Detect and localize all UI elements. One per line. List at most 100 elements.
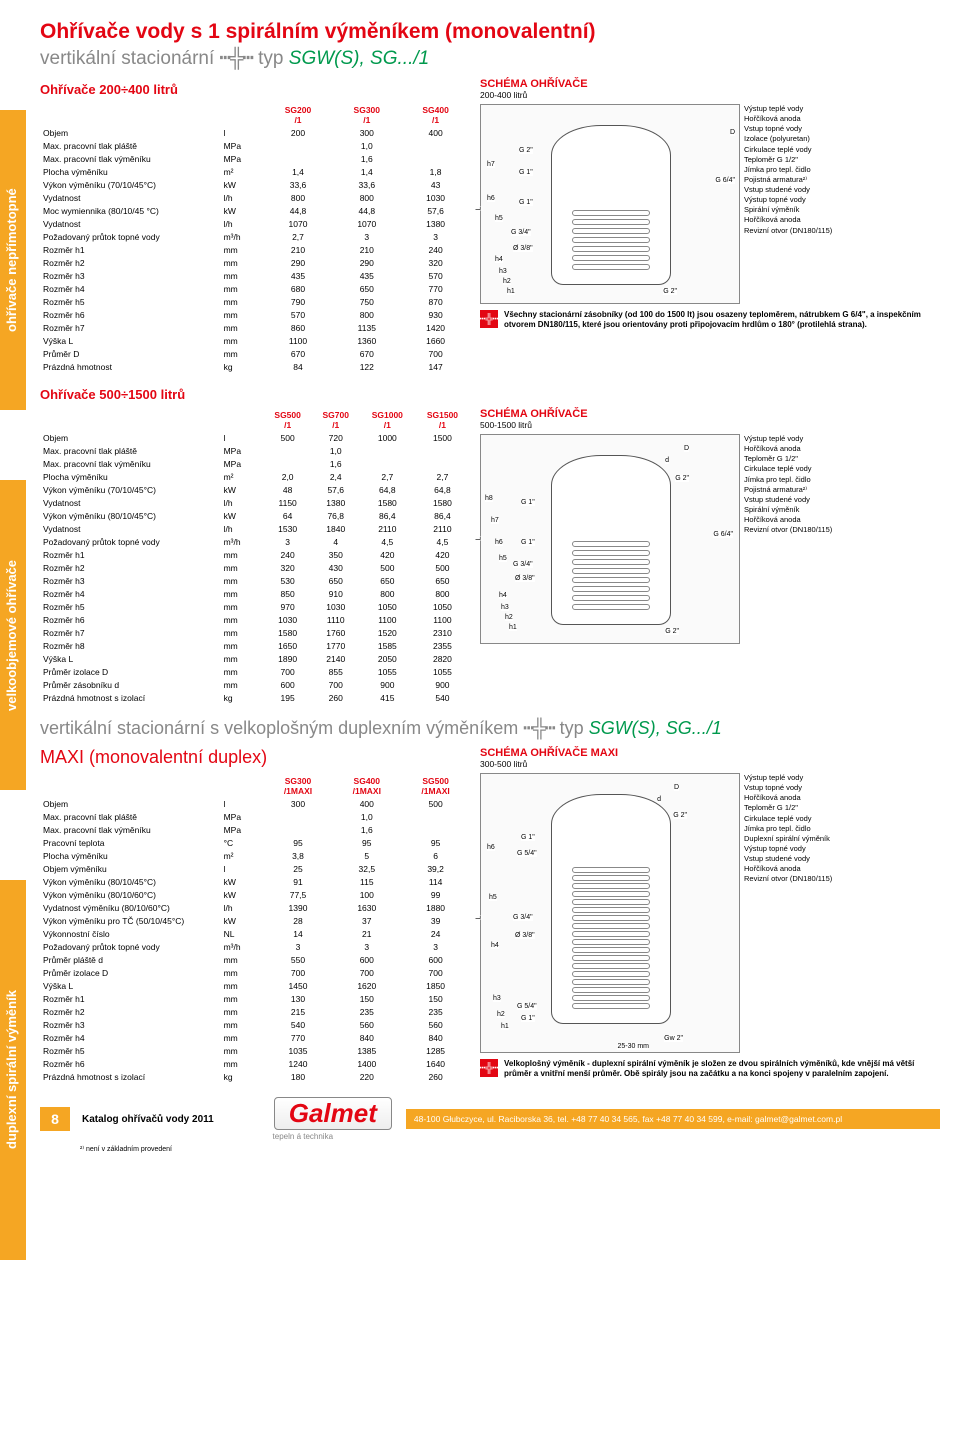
subtitle-tail: , SG.../1 <box>360 48 430 69</box>
schema-label: Vstup studené vody <box>744 185 889 195</box>
schema-label: Hořčíková anoda <box>744 114 889 124</box>
table-cell: Rozměr h5 <box>40 295 221 308</box>
table-cell: 700 <box>401 966 470 979</box>
table-cell: 700 <box>312 678 360 691</box>
table-cell: 1100 <box>415 613 470 626</box>
table-cell: 3,8 <box>264 849 333 862</box>
note-text-1: Všechny stacionární zásobníky (od 100 do… <box>504 310 940 330</box>
table-cell: 1035 <box>264 1044 333 1057</box>
table-cell: Prázdná hmotnost s izolací <box>40 1070 221 1083</box>
page-footer: 8 Katalog ohřívačů vody 2011 Galmet tepe… <box>40 1097 940 1141</box>
col-header: SG1500 /1 <box>415 408 470 431</box>
page-number: 8 <box>40 1107 70 1131</box>
table-cell: Rozměr h2 <box>40 256 221 269</box>
table-cell: 57,6 <box>312 483 360 496</box>
table-row: Max. pracovní tlak pláštěMPa1,0 <box>40 810 470 823</box>
table-cell: Rozměr h4 <box>40 282 221 295</box>
table-cell: 840 <box>401 1031 470 1044</box>
table-cell: 420 <box>415 548 470 561</box>
table-cell: Rozměr h7 <box>40 321 221 334</box>
labels-right-3: Výstup teplé vodyVstup topné vodyHořčíko… <box>744 773 889 1053</box>
table-row: Rozměr h8mm1650177015852355 <box>40 639 470 652</box>
table-cell: l/h <box>221 522 264 535</box>
table-cell: kW <box>221 888 264 901</box>
port-g64: G 6/4" <box>715 177 735 184</box>
schema-label: Izolace (polyuretan) <box>744 134 889 144</box>
table-cell: 32,5 <box>332 862 401 875</box>
table-cell: 770 <box>264 1031 333 1044</box>
table-cell: kW <box>221 204 264 217</box>
table-cell: Prázdná hmotnost <box>40 360 221 373</box>
table-row: Výkon výměníku (80/10/45°C)kW6476,886,48… <box>40 509 470 522</box>
table-cell: 600 <box>401 953 470 966</box>
table-cell: 300 <box>332 126 401 139</box>
table-cell: 33,6 <box>332 178 401 191</box>
table-cell: l <box>221 126 264 139</box>
dim2-h2: h2 <box>505 614 513 621</box>
col-header: SG1000 /1 <box>360 408 415 431</box>
schema-label: Hořčíková anoda <box>744 444 889 454</box>
table-cell: 540 <box>415 691 470 704</box>
table-cell: 2140 <box>312 652 360 665</box>
dim2-h7: h7 <box>491 517 499 524</box>
table-cell: m² <box>221 165 264 178</box>
table-cell: 700 <box>401 347 470 360</box>
table-row: Prázdná hmotnostkg84122147 <box>40 360 470 373</box>
table-cell: 95 <box>401 836 470 849</box>
table-cell: Objem <box>40 797 221 810</box>
table-row: Výkon výměníku pro TČ (50/10/45°C)kW2837… <box>40 914 470 927</box>
table-row: Rozměr h5mm790750870 <box>40 295 470 308</box>
schema-label: Duplexní spirální výměník <box>744 834 889 844</box>
port2-d: d <box>665 457 669 464</box>
table-cell: 435 <box>332 269 401 282</box>
table-row: Objeml200300400 <box>40 126 470 139</box>
table-cell: l/h <box>221 496 264 509</box>
table-cell: 560 <box>401 1018 470 1031</box>
table-cell <box>401 139 470 152</box>
table-cell: 1850 <box>401 979 470 992</box>
page-title: Ohřívače vody s 1 spirálním výměníkem (m… <box>40 20 940 44</box>
table-cell: 290 <box>264 256 333 269</box>
dim-h2: h2 <box>503 278 511 285</box>
table-cell <box>264 444 312 457</box>
table-row: Rozměr h4mm770840840 <box>40 1031 470 1044</box>
table-cell: Max. pracovní tlak výměníku <box>40 457 221 470</box>
table-cell: Rozměr h3 <box>40 1018 221 1031</box>
table-cell: 500 <box>415 561 470 574</box>
table-row: Vydatnost výměníku (80/10/60°C)l/h139016… <box>40 901 470 914</box>
table-cell: 1650 <box>264 639 312 652</box>
table-cell: 44,8 <box>264 204 333 217</box>
table-cell: NL <box>221 927 264 940</box>
table-cell: 76,8 <box>312 509 360 522</box>
table-cell: Rozměr h5 <box>40 600 221 613</box>
port2-o38: Ø 3/8" <box>515 575 535 582</box>
table-cell: m³/h <box>221 230 264 243</box>
table-cell: 1360 <box>332 334 401 347</box>
table-cell <box>264 810 333 823</box>
section2-heading: Ohřívače 500÷1500 litrů <box>40 387 940 402</box>
col-header: SG700 /1 <box>312 408 360 431</box>
table-cell: m² <box>221 849 264 862</box>
table-cell: 1055 <box>360 665 415 678</box>
footnote: ²⁾ není v základním provedení <box>80 1145 940 1153</box>
table-row: Rozměr h2mm320430500500 <box>40 561 470 574</box>
table-cell: 210 <box>264 243 333 256</box>
table-cell: 2,7 <box>264 230 333 243</box>
table-cell: kg <box>221 1070 264 1083</box>
table-cell: 2310 <box>415 626 470 639</box>
table-cell: Rozměr h3 <box>40 574 221 587</box>
table-cell: 95 <box>332 836 401 849</box>
table-cell: Rozměr h4 <box>40 1031 221 1044</box>
table-cell: 430 <box>312 561 360 574</box>
dim2-h3: h3 <box>501 604 509 611</box>
table-cell: 1,6 <box>332 152 401 165</box>
labels-right-1: Výstup teplé vodyHořčíková anodaVstup to… <box>744 104 889 304</box>
table-cell: mm <box>221 600 264 613</box>
table-row: Max. pracovní tlak výměníkuMPa1,6 <box>40 457 470 470</box>
table-cell: 2110 <box>360 522 415 535</box>
table-cell: 530 <box>264 574 312 587</box>
table-row: Výška Lmm110013601660 <box>40 334 470 347</box>
port-g1b: G 1" <box>519 199 533 206</box>
table-row: Rozměr h6mm124014001640 <box>40 1057 470 1070</box>
schema-label: Vstup topné vody <box>744 783 889 793</box>
